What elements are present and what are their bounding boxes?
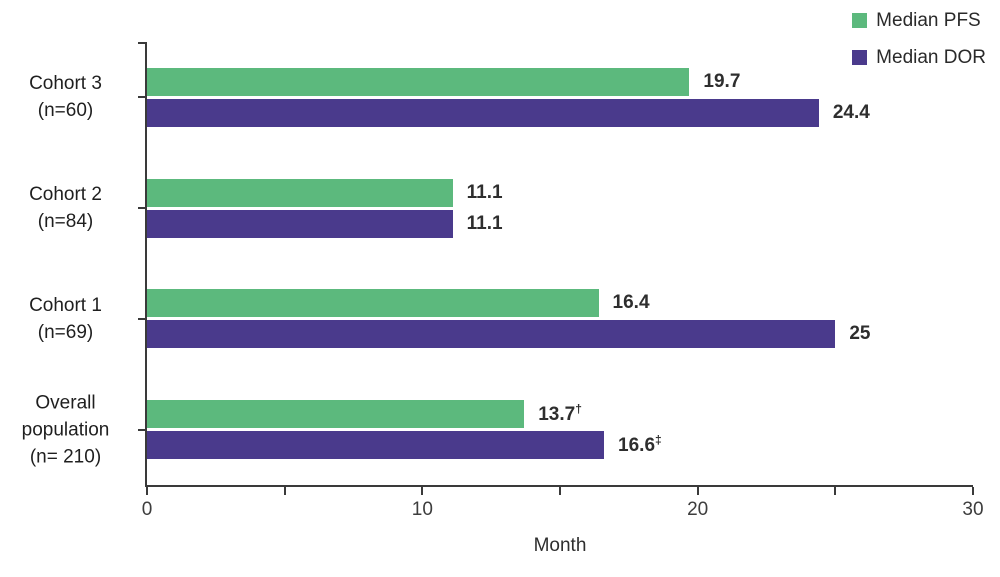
bar-value-label: 16.4 [612, 292, 650, 314]
bar-value-label: 16.6‡ [618, 432, 662, 457]
category-label: Cohort 2 (n=84) [29, 184, 102, 233]
y-axis-line [145, 42, 147, 487]
x-axis-tick [146, 487, 148, 495]
x-tick-label: 0 [141, 499, 153, 520]
bar-value-label: 19.7 [703, 70, 741, 92]
x-axis-tick [559, 487, 561, 495]
legend-swatch-icon [852, 50, 868, 65]
x-axis-tick [972, 487, 974, 495]
legend: Median PFS Median DOR [852, 8, 986, 82]
legend-item: Median DOR [852, 45, 986, 70]
legend-swatch-icon [852, 13, 868, 28]
legend-label: Median DOR [876, 46, 986, 68]
bar-value-label: 25 [849, 323, 871, 345]
category-label: Cohort 3 (n=60) [29, 73, 102, 122]
dor-bar [147, 98, 819, 127]
pfs-bar [147, 178, 453, 207]
x-tick-label: 30 [962, 499, 984, 520]
x-axis-line [145, 485, 973, 487]
legend-item: Median PFS [852, 8, 986, 33]
y-axis-tick [138, 42, 145, 44]
x-axis-tick [696, 487, 699, 495]
y-axis-tick [138, 207, 145, 210]
pfs-bar [147, 67, 690, 96]
legend-label: Median PFS [876, 9, 981, 31]
pfs-bar [147, 400, 525, 429]
dor-bar [147, 320, 836, 349]
category-label: Cohort 1 (n=69) [29, 294, 102, 343]
x-axis-tick [283, 487, 286, 495]
y-axis-tick [138, 428, 145, 431]
x-axis-tick [834, 487, 837, 495]
dor-bar [147, 431, 605, 460]
x-tick-label: 20 [687, 499, 709, 520]
bar-value-label: 11.1 [466, 212, 503, 234]
footnote-marker: ‡ [655, 432, 662, 447]
category-label: Overall population (n= 210) [21, 392, 110, 468]
bar-value-label: 24.4 [832, 101, 870, 123]
footnote-marker: † [575, 401, 582, 416]
x-axis-tick [421, 487, 424, 495]
dor-bar [147, 209, 453, 238]
x-tick-label: 10 [411, 499, 433, 520]
y-axis-tick [138, 96, 145, 99]
y-axis-tick [138, 317, 145, 320]
x-axis-title: Month [533, 535, 587, 556]
pfs-bar [147, 289, 599, 318]
bar-value-label: 13.7† [538, 401, 582, 426]
bar-value-label: 11.1 [466, 181, 503, 203]
